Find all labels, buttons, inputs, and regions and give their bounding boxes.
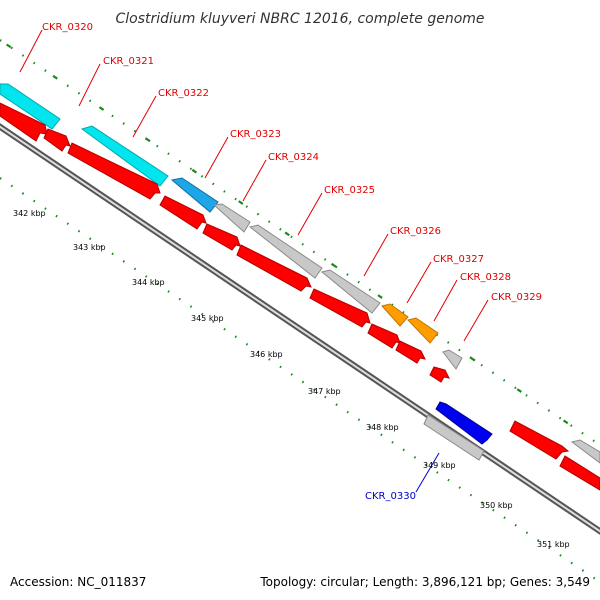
gene-arrow-3[interactable]	[67, 142, 161, 200]
gene-label-ckr-0324[interactable]: CKR_0324	[268, 152, 319, 163]
map-title: Clostridium kluyveri NBRC 12016, complet…	[115, 11, 484, 27]
inner-scale-track	[0, 177, 600, 583]
gene-block-cyan-1[interactable]	[0, 83, 61, 130]
tick-label-350: 350 kbp	[480, 501, 513, 510]
gene-block-grey-2[interactable]	[248, 224, 323, 279]
gene-arrow-6[interactable]	[236, 244, 312, 292]
genome-backbone	[0, 123, 600, 535]
tick-label-347: 347 kbp	[308, 387, 341, 396]
outer-scale-track	[0, 39, 600, 446]
gene-block-grey-1[interactable]	[212, 203, 251, 233]
cog-gene-row	[0, 83, 600, 464]
gene-block-orange-2[interactable]	[407, 317, 439, 344]
gene-arrow-9[interactable]	[395, 340, 426, 364]
gene-labels: CKR_0320 CKR_0321 CKR_0322 CKR_0323 CKR_…	[42, 22, 542, 502]
forward-gene-row	[0, 102, 600, 491]
gene-label-ckr-0322[interactable]: CKR_0322	[158, 88, 209, 99]
gene-arrow-1[interactable]	[0, 102, 48, 142]
gene-block-sky-blue[interactable]	[170, 177, 219, 213]
gene-arrow-reverse-blue[interactable]	[435, 401, 493, 445]
gene-block-orange-1[interactable]	[381, 303, 409, 327]
gene-label-ckr-0330[interactable]: CKR_0330	[365, 491, 416, 502]
gene-block-grey-3[interactable]	[320, 269, 381, 314]
gene-arrow-7[interactable]	[309, 288, 371, 328]
gene-arrow-5[interactable]	[202, 223, 241, 251]
tick-label-349: 349 kbp	[423, 461, 456, 470]
gene-label-ckr-0325[interactable]: CKR_0325	[324, 185, 375, 196]
gene-block-cyan-2[interactable]	[80, 125, 169, 187]
gene-block-reverse-grey[interactable]	[423, 414, 485, 461]
gene-block-grey-5[interactable]	[570, 439, 600, 464]
tick-label-345: 345 kbp	[191, 314, 224, 323]
tick-label-344: 344 kbp	[132, 278, 165, 287]
tick-label-342: 342 kbp	[13, 209, 46, 218]
gene-arrow-10[interactable]	[429, 366, 450, 383]
reverse-gene-row	[423, 401, 493, 461]
gene-arrow-2[interactable]	[43, 128, 71, 152]
scale-tick-labels: 342 kbp 343 kbp 344 kbp 345 kbp 346 kbp …	[13, 209, 570, 549]
gene-block-grey-4[interactable]	[442, 349, 463, 370]
gene-label-ckr-0328[interactable]: CKR_0328	[460, 272, 511, 283]
gene-label-ckr-0329[interactable]: CKR_0329	[491, 292, 542, 303]
gene-arrow-8[interactable]	[367, 323, 401, 349]
gene-arrow-11[interactable]	[509, 420, 570, 460]
tick-label-343: 343 kbp	[73, 243, 106, 252]
gene-label-ckr-0321[interactable]: CKR_0321	[103, 56, 154, 67]
gene-label-ckr-0326[interactable]: CKR_0326	[390, 226, 441, 237]
gene-leader-lines	[19, 29, 489, 493]
accession-text: Accession: NC_011837	[10, 575, 146, 589]
gene-arrow-4[interactable]	[159, 195, 207, 230]
genome-summary-text: Topology: circular; Length: 3,896,121 bp…	[259, 575, 590, 589]
tick-label-351: 351 kbp	[537, 540, 570, 549]
gene-arrow-12[interactable]	[559, 455, 600, 491]
gene-label-ckr-0327[interactable]: CKR_0327	[433, 254, 484, 265]
gene-label-ckr-0320[interactable]: CKR_0320	[42, 22, 93, 33]
tick-label-348: 348 kbp	[366, 423, 399, 432]
tick-label-346: 346 kbp	[250, 350, 283, 359]
gene-label-ckr-0323[interactable]: CKR_0323	[230, 129, 281, 140]
